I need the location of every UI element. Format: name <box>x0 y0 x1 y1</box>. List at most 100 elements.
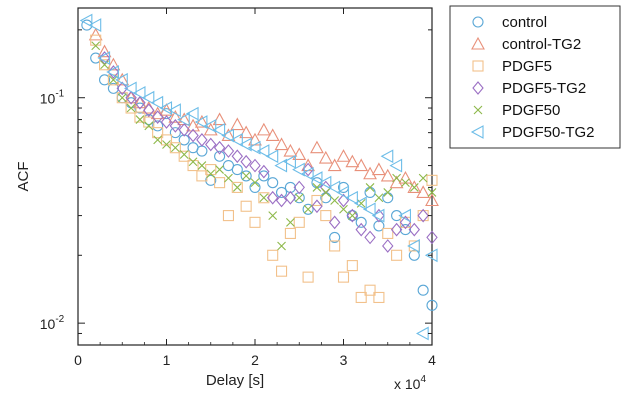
data-point <box>115 72 128 87</box>
x-tick-label: 1 <box>163 352 171 368</box>
data-point <box>355 291 367 304</box>
data-point <box>337 271 350 283</box>
data-point <box>347 211 357 220</box>
data-point <box>194 115 208 129</box>
data-point <box>327 180 341 195</box>
data-point <box>203 118 217 133</box>
data-point <box>328 215 341 230</box>
data-point <box>426 299 438 311</box>
data-point <box>407 239 420 253</box>
data-point <box>106 65 119 79</box>
data-point <box>133 95 147 109</box>
data-point <box>418 173 428 183</box>
data-point <box>336 149 351 162</box>
x-tick-label: 0 <box>74 352 82 368</box>
data-point <box>310 140 324 154</box>
data-point <box>283 154 296 169</box>
data-point <box>97 51 111 65</box>
data-point <box>91 41 101 51</box>
data-point <box>426 174 438 186</box>
data-point <box>212 122 226 137</box>
legend-item: PDGF50-TG2 <box>470 124 595 141</box>
data-point <box>256 122 271 136</box>
data-point <box>230 132 243 147</box>
data-point <box>424 248 438 263</box>
data-point <box>196 170 208 182</box>
plot-frame <box>77 7 433 346</box>
data-point <box>426 230 438 245</box>
legend-marker <box>472 81 484 95</box>
data-point <box>339 204 348 214</box>
data-point <box>115 72 130 86</box>
data-point <box>88 27 103 41</box>
data-point <box>117 93 127 103</box>
legend-item: control <box>472 14 547 31</box>
legend-marker <box>470 125 484 139</box>
data-point <box>318 150 333 164</box>
data-point <box>300 166 314 181</box>
data-point <box>407 180 422 193</box>
data-point <box>355 216 367 228</box>
data-point <box>364 284 376 296</box>
legend-item: PDGF5-TG2 <box>472 80 586 97</box>
data-point <box>267 249 279 261</box>
y-tick-label: 10-1 <box>40 89 65 107</box>
y-axis-label: ACF <box>15 162 32 192</box>
data-point <box>268 211 278 220</box>
data-point <box>303 204 313 214</box>
data-point <box>408 222 421 237</box>
data-point <box>354 196 367 211</box>
data-point <box>160 115 173 129</box>
legend-label: PDGF50 <box>502 102 560 119</box>
data-point <box>214 177 226 189</box>
data-point <box>327 158 342 172</box>
x-multiplier-label: x 104 <box>394 374 426 392</box>
data-point <box>346 208 359 223</box>
data-point <box>380 149 394 164</box>
data-point <box>373 291 385 304</box>
data-point <box>215 165 224 174</box>
legend-marker <box>471 36 485 50</box>
data-point <box>99 59 111 71</box>
data-point <box>336 185 350 200</box>
legend-box <box>449 5 621 149</box>
data-point <box>150 95 164 110</box>
legend-item: PDGF50 <box>473 102 560 119</box>
data-point <box>275 186 288 198</box>
data-point <box>240 170 252 182</box>
data-point <box>345 154 360 168</box>
data-point <box>274 137 289 151</box>
data-point <box>153 135 163 145</box>
data-point <box>178 134 190 146</box>
data-point <box>416 185 431 198</box>
data-point <box>371 208 385 223</box>
data-point <box>392 173 401 183</box>
legend: control control-TG2 PDGF5 PDGF5-TG2 PDGF50 PD… <box>449 5 621 149</box>
data-point <box>222 144 235 158</box>
data-point <box>265 149 279 164</box>
legend-label: PDGF50-TG2 <box>502 124 595 141</box>
data-point <box>185 106 199 121</box>
data-point <box>194 114 209 128</box>
data-point <box>417 208 429 223</box>
data-point <box>135 115 145 124</box>
legend-label: PDGF5-TG2 <box>502 80 586 97</box>
data-point <box>221 128 234 143</box>
legend-label: control <box>502 14 547 31</box>
data-point <box>205 137 217 152</box>
data-point <box>312 183 322 192</box>
data-point <box>168 109 183 123</box>
legend-marker <box>472 60 484 72</box>
legend-marker <box>472 16 484 28</box>
data-point <box>168 103 181 118</box>
data-point <box>284 227 296 239</box>
data-point <box>258 164 270 179</box>
data-point <box>179 150 189 159</box>
data-point <box>79 13 93 28</box>
data-point <box>249 158 261 173</box>
data-point <box>107 82 119 94</box>
data-point <box>277 241 286 251</box>
data-point <box>364 230 376 245</box>
data-point <box>170 143 180 153</box>
data-point <box>266 190 279 205</box>
